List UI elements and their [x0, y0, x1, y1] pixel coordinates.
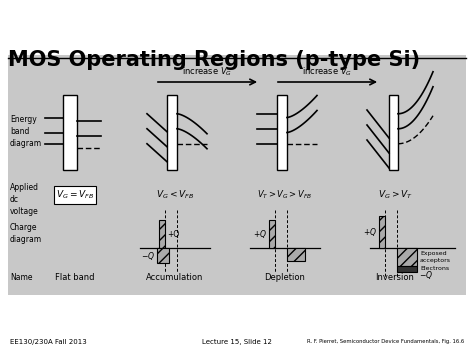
Bar [277, 95, 287, 170]
Text: Electrons: Electrons [420, 267, 449, 272]
Text: $V_T > V_G > V_{FB}$: $V_T > V_G > V_{FB}$ [257, 189, 313, 201]
Text: $+Q$: $+Q$ [253, 228, 267, 240]
Bar [157, 248, 169, 263]
Text: $+Q$: $+Q$ [363, 226, 377, 238]
Text: $-Q$: $-Q$ [419, 269, 433, 281]
Bar [397, 248, 417, 266]
Text: $V_G > V_T$: $V_G > V_T$ [378, 189, 412, 201]
Bar [159, 220, 165, 248]
Bar [379, 216, 385, 248]
Text: Charge
diagram: Charge diagram [10, 223, 42, 244]
Bar [167, 95, 177, 170]
Text: R. F. Pierret, Semiconductor Device Fundamentals, Fig. 16.6: R. F. Pierret, Semiconductor Device Fund… [307, 339, 464, 344]
Text: +Q: +Q [167, 229, 179, 239]
Bar [287, 248, 305, 261]
Text: $-Q$: $-Q$ [289, 248, 303, 261]
Bar [397, 266, 417, 272]
Text: MOS Operating Regions (p-type Si): MOS Operating Regions (p-type Si) [8, 50, 420, 70]
Text: Inversion: Inversion [375, 273, 414, 283]
Text: $V_G = V_{FB}$: $V_G = V_{FB}$ [56, 189, 94, 201]
Text: $V_G < V_{FB}$: $V_G < V_{FB}$ [156, 189, 194, 201]
Bar [63, 95, 77, 170]
Text: Accumulation: Accumulation [146, 273, 204, 283]
Text: Exposed
acceptors: Exposed acceptors [420, 251, 451, 263]
Text: Lecture 15, Slide 12: Lecture 15, Slide 12 [202, 339, 272, 345]
Bar [269, 220, 275, 248]
Text: increase $V_G$: increase $V_G$ [182, 66, 232, 78]
Text: Applied
dc
voltage: Applied dc voltage [10, 183, 39, 215]
Text: EE130/230A Fall 2013: EE130/230A Fall 2013 [10, 339, 87, 345]
Bar [8, 55, 466, 295]
Text: Energy
band
diagram: Energy band diagram [10, 115, 42, 148]
Text: Flat band: Flat band [55, 273, 95, 283]
Text: Depletion: Depletion [264, 273, 305, 283]
Text: increase $V_G$: increase $V_G$ [302, 66, 352, 78]
Text: $-Q$: $-Q$ [141, 250, 155, 262]
Text: Name: Name [10, 273, 33, 282]
Bar [389, 95, 398, 170]
